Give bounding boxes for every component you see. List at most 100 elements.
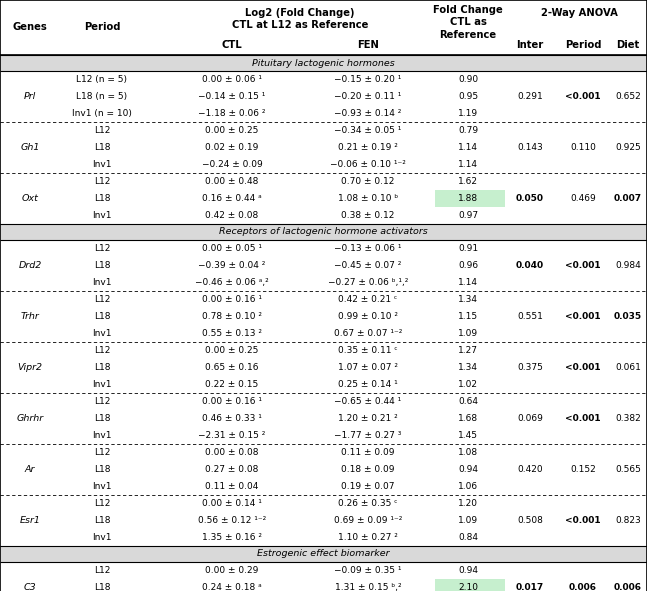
Text: 1.62: 1.62 (458, 177, 478, 186)
Text: 0.26 ± 0.35 ᶜ: 0.26 ± 0.35 ᶜ (338, 499, 398, 508)
Text: 0.70 ± 0.12: 0.70 ± 0.12 (342, 177, 395, 186)
Text: 0.00 ± 0.16 ¹: 0.00 ± 0.16 ¹ (202, 295, 262, 304)
Text: 0.006: 0.006 (569, 583, 597, 591)
Text: 0.11 ± 0.04: 0.11 ± 0.04 (205, 482, 259, 491)
Text: 0.00 ± 0.16 ¹: 0.00 ± 0.16 ¹ (202, 397, 262, 406)
Text: 0.551: 0.551 (517, 312, 543, 321)
Text: 0.006: 0.006 (614, 583, 642, 591)
Text: 0.035: 0.035 (614, 312, 642, 321)
Text: L18: L18 (94, 583, 110, 591)
Text: 1.68: 1.68 (458, 414, 478, 423)
Text: <0.001: <0.001 (565, 516, 601, 525)
Text: 1.20: 1.20 (458, 499, 478, 508)
Text: Inter: Inter (516, 40, 543, 50)
Text: Inv1: Inv1 (93, 329, 112, 338)
Text: L12: L12 (94, 244, 110, 253)
Text: Gh1: Gh1 (20, 143, 39, 152)
Text: L18 (n = 5): L18 (n = 5) (76, 92, 127, 101)
Text: 1.15: 1.15 (458, 312, 478, 321)
Text: 0.652: 0.652 (615, 92, 641, 101)
Text: 0.375: 0.375 (517, 363, 543, 372)
Text: 1.34: 1.34 (458, 363, 478, 372)
Text: Pituitary lactogenic hormones: Pituitary lactogenic hormones (252, 59, 395, 67)
Text: L18: L18 (94, 516, 110, 525)
Text: Esr1: Esr1 (19, 516, 40, 525)
Text: 0.91: 0.91 (458, 244, 478, 253)
Text: Oxt: Oxt (21, 194, 38, 203)
Text: −0.39 ± 0.04 ²: −0.39 ± 0.04 ² (199, 261, 266, 270)
Text: L12: L12 (94, 397, 110, 406)
Text: L12: L12 (94, 177, 110, 186)
Text: 0.00 ± 0.29: 0.00 ± 0.29 (205, 566, 259, 575)
Text: 1.06: 1.06 (458, 482, 478, 491)
Text: Ar: Ar (25, 465, 35, 474)
Bar (435, 190, 505, 207)
Text: Inv1: Inv1 (93, 380, 112, 389)
Text: 1.14: 1.14 (458, 278, 478, 287)
Text: 0.79: 0.79 (458, 126, 478, 135)
Text: 0.94: 0.94 (458, 465, 478, 474)
Text: 1.14: 1.14 (458, 143, 478, 152)
Text: 1.09: 1.09 (458, 329, 478, 338)
Text: L12: L12 (94, 448, 110, 457)
Text: Inv1: Inv1 (93, 278, 112, 287)
Text: −1.77 ± 0.27 ³: −1.77 ± 0.27 ³ (334, 431, 402, 440)
Text: CTL: CTL (222, 40, 243, 50)
Text: L12: L12 (94, 499, 110, 508)
Text: 0.061: 0.061 (615, 363, 641, 372)
Text: <0.001: <0.001 (565, 312, 601, 321)
Text: L18: L18 (94, 261, 110, 270)
Bar (0, 546, 647, 562)
Text: L12: L12 (94, 566, 110, 575)
Text: 0.823: 0.823 (615, 516, 641, 525)
Text: Prl: Prl (24, 92, 36, 101)
Text: −0.27 ± 0.06 ᵇ,¹,²: −0.27 ± 0.06 ᵇ,¹,² (328, 278, 408, 287)
Text: 0.99 ± 0.10 ²: 0.99 ± 0.10 ² (338, 312, 398, 321)
Text: 1.09: 1.09 (458, 516, 478, 525)
Text: −0.93 ± 0.14 ²: −0.93 ± 0.14 ² (334, 109, 402, 118)
Text: 0.96: 0.96 (458, 261, 478, 270)
Text: 1.08: 1.08 (458, 448, 478, 457)
Text: 0.00 ± 0.08: 0.00 ± 0.08 (205, 448, 259, 457)
Text: 0.040: 0.040 (516, 261, 544, 270)
Text: 0.00 ± 0.48: 0.00 ± 0.48 (205, 177, 259, 186)
Text: L18: L18 (94, 143, 110, 152)
Bar (435, 579, 505, 591)
Text: L18: L18 (94, 312, 110, 321)
Text: Trhr: Trhr (21, 312, 39, 321)
Text: Diet: Diet (617, 40, 640, 50)
Text: 0.25 ± 0.14 ¹: 0.25 ± 0.14 ¹ (338, 380, 398, 389)
Text: 0.35 ± 0.11 ᶜ: 0.35 ± 0.11 ᶜ (338, 346, 398, 355)
Text: 0.925: 0.925 (615, 143, 641, 152)
Text: 0.56 ± 0.12 ¹⁻²: 0.56 ± 0.12 ¹⁻² (198, 516, 266, 525)
Text: 0.00 ± 0.06 ¹: 0.00 ± 0.06 ¹ (202, 75, 262, 84)
Text: L12: L12 (94, 295, 110, 304)
Text: 1.31 ± 0.15 ᵇ,²: 1.31 ± 0.15 ᵇ,² (334, 583, 401, 591)
Text: 0.11 ± 0.09: 0.11 ± 0.09 (341, 448, 395, 457)
Text: 0.017: 0.017 (516, 583, 544, 591)
Text: 1.34: 1.34 (458, 295, 478, 304)
Text: −0.13 ± 0.06 ¹: −0.13 ± 0.06 ¹ (334, 244, 402, 253)
Text: −0.65 ± 0.44 ¹: −0.65 ± 0.44 ¹ (334, 397, 402, 406)
Text: <0.001: <0.001 (565, 414, 601, 423)
Text: 1.08 ± 0.10 ᵇ: 1.08 ± 0.10 ᵇ (338, 194, 398, 203)
Text: 0.21 ± 0.19 ²: 0.21 ± 0.19 ² (338, 143, 398, 152)
Text: 0.984: 0.984 (615, 261, 641, 270)
Text: 0.02 ± 0.19: 0.02 ± 0.19 (205, 143, 259, 152)
Text: 0.110: 0.110 (570, 143, 596, 152)
Text: 0.00 ± 0.14 ¹: 0.00 ± 0.14 ¹ (202, 499, 262, 508)
Text: 0.508: 0.508 (517, 516, 543, 525)
Text: 0.24 ± 0.18 ᵃ: 0.24 ± 0.18 ᵃ (202, 583, 262, 591)
Text: −0.06 ± 0.10 ¹⁻²: −0.06 ± 0.10 ¹⁻² (330, 160, 406, 169)
Text: 0.65 ± 0.16: 0.65 ± 0.16 (205, 363, 259, 372)
Text: 2-Way ANOVA: 2-Way ANOVA (540, 8, 617, 18)
Bar (0, 55, 647, 71)
Text: Inv1: Inv1 (93, 482, 112, 491)
Text: 1.19: 1.19 (458, 109, 478, 118)
Text: 0.78 ± 0.10 ²: 0.78 ± 0.10 ² (202, 312, 262, 321)
Text: Inv1: Inv1 (93, 160, 112, 169)
Text: −2.31 ± 0.15 ²: −2.31 ± 0.15 ² (199, 431, 266, 440)
Text: 0.18 ± 0.09: 0.18 ± 0.09 (341, 465, 395, 474)
Text: <0.001: <0.001 (565, 363, 601, 372)
Text: Fold Change
CTL as
Reference: Fold Change CTL as Reference (433, 5, 503, 40)
